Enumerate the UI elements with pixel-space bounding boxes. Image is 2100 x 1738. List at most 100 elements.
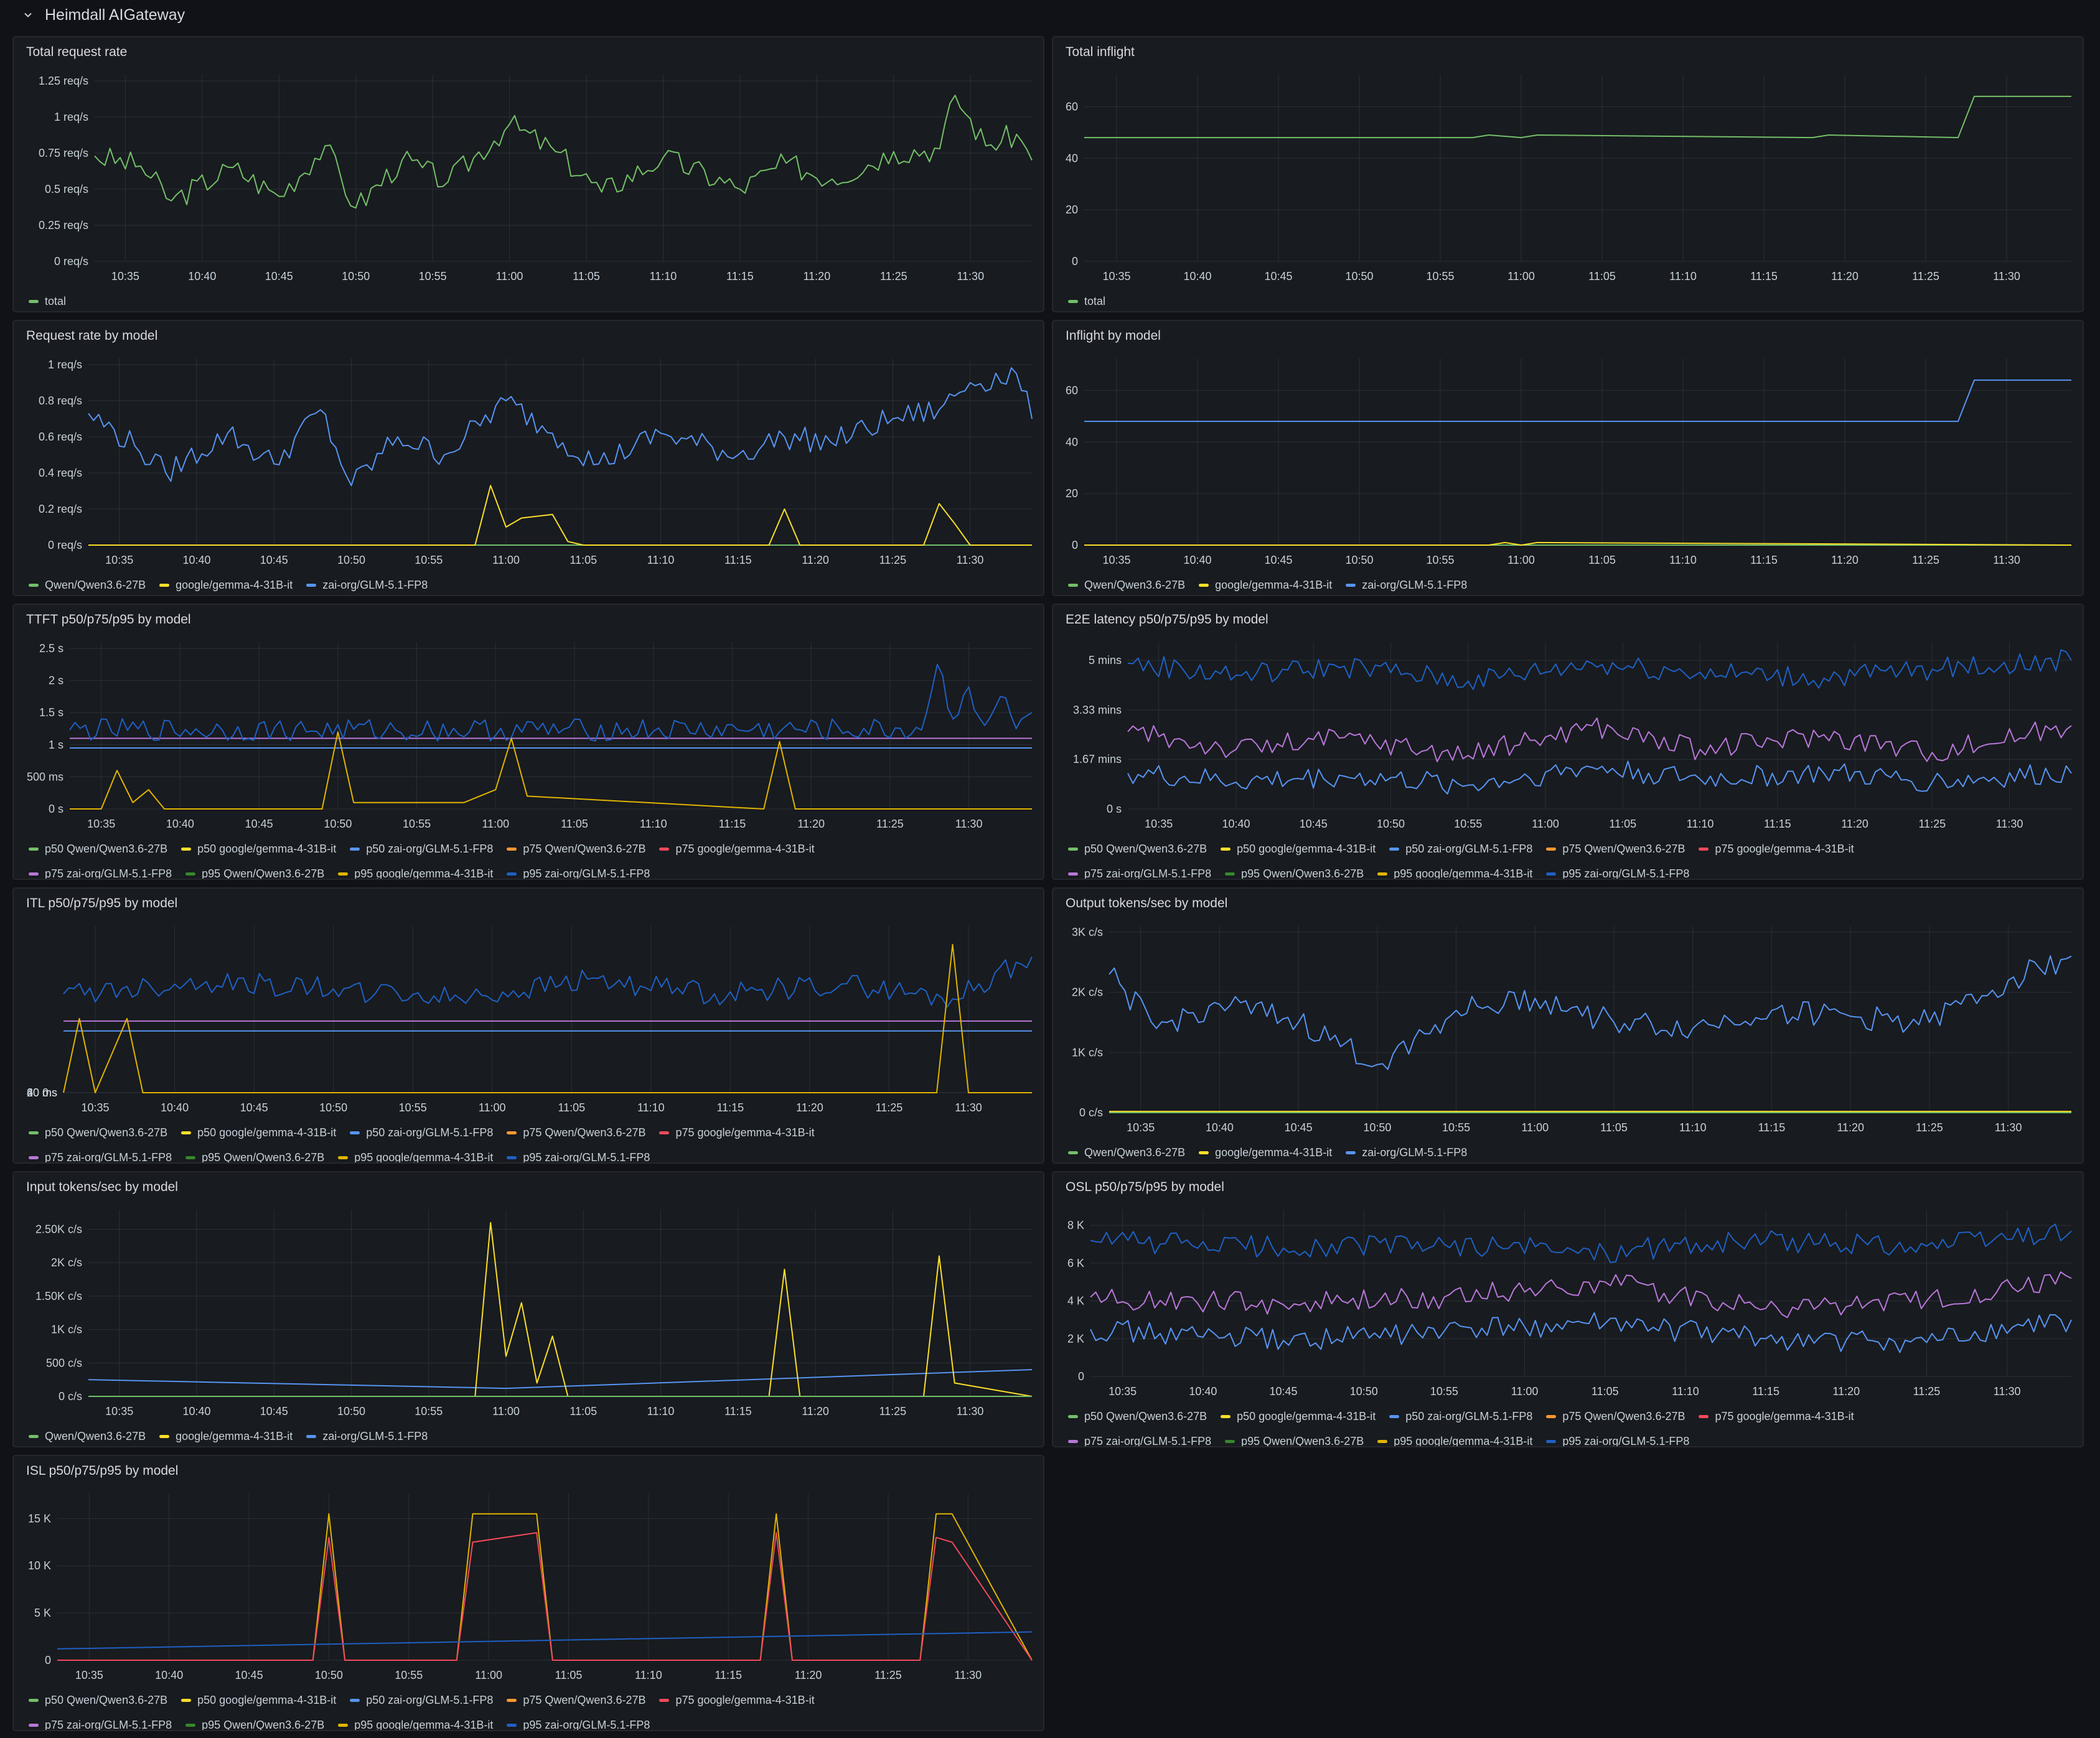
series-line-total[interactable] (94, 95, 1033, 209)
legend-item[interactable]: zai-org/GLM-5.1-FP8 (1339, 1145, 1474, 1160)
panel-request-rate-by-model[interactable]: Request rate by model 0 req/s 0.2 req/s 0.4… (12, 320, 1044, 596)
legend-item[interactable]: p95 google/gemma-4-31B-it (1371, 1434, 1540, 1446)
legend-item[interactable]: p95 google/gemma-4-31B-it (332, 1717, 500, 1730)
series-line-p75-glm[interactable] (1090, 1271, 2072, 1319)
legend-item[interactable]: Qwen/Qwen3.6-27B (22, 1429, 153, 1444)
panel-itl[interactable]: ITL p50/p75/p95 by model 0 s 20 ms 40 ms 60 … (12, 887, 1044, 1164)
series-line-gemma[interactable] (88, 485, 1032, 546)
legend-item[interactable]: p95 Qwen/Qwen3.6-27B (1219, 1434, 1371, 1446)
legend-item[interactable]: p95 zai-org/GLM-5.1-FP8 (1540, 1434, 1697, 1446)
panel-total-inflight[interactable]: Total inflight 0 20 40 60 10:35 10:40 10:45 10:5… (1052, 36, 2084, 312)
legend-item[interactable]: p50 google/gemma-4-31B-it (175, 841, 344, 856)
series-line-glm[interactable] (88, 1369, 1033, 1390)
legend-item[interactable]: p50 zai-org/GLM-5.1-FP8 (344, 1693, 500, 1708)
legend-item[interactable]: p50 Qwen/Qwen3.6-27B (1062, 1409, 1214, 1424)
legend-item[interactable]: p75 Qwen/Qwen3.6-27B (1540, 1409, 1692, 1424)
legend-item[interactable]: google/gemma-4-31B-it (153, 577, 300, 592)
series-line-p95-gemma[interactable] (70, 731, 1032, 810)
series-line-p95-gemma[interactable] (63, 943, 1032, 1093)
panel-isl[interactable]: ISL p50/p75/p95 by model 0 5 K 10 K 15 K 10:3… (12, 1455, 1044, 1731)
series-line-glm[interactable] (88, 367, 1033, 487)
legend-item[interactable]: p95 google/gemma-4-31B-it (332, 866, 500, 879)
series-line-total[interactable] (1084, 95, 2071, 139)
legend-item[interactable]: total (1062, 294, 1113, 309)
legend-item[interactable]: p95 Qwen/Qwen3.6-27B (179, 1717, 332, 1730)
legend-item[interactable]: p50 Qwen/Qwen3.6-27B (22, 1125, 175, 1140)
chart-plot[interactable]: 0 c/s 500 c/s 1K c/s 1.50K c/s 2K c/s 2.50K c… (14, 1172, 1044, 1421)
legend-item[interactable]: Qwen/Qwen3.6-27B (1062, 1145, 1193, 1160)
legend-item[interactable]: Qwen/Qwen3.6-27B (22, 577, 153, 592)
legend-item[interactable]: google/gemma-4-31B-it (1193, 1145, 1339, 1160)
legend-item[interactable]: google/gemma-4-31B-it (1193, 577, 1339, 592)
legend-item[interactable]: zai-org/GLM-5.1-FP8 (300, 1429, 435, 1444)
legend-item[interactable]: p75 google/gemma-4-31B-it (653, 1693, 822, 1708)
chart-plot[interactable]: 0 req/s 0.2 req/s 0.4 req/s 0.6 req/s 0.8 re… (14, 321, 1044, 570)
legend-item[interactable]: p95 Qwen/Qwen3.6-27B (179, 866, 332, 879)
legend-item[interactable]: p75 zai-org/GLM-5.1-FP8 (1062, 866, 1219, 879)
series-line-p75-glm[interactable] (1127, 717, 2072, 762)
series-line-glm[interactable] (1109, 955, 2072, 1070)
legend-item[interactable]: p95 Qwen/Qwen3.6-27B (179, 1150, 332, 1162)
legend-item[interactable]: p95 zai-org/GLM-5.1-FP8 (500, 866, 657, 879)
legend-item[interactable]: p50 google/gemma-4-31B-it (1214, 841, 1383, 856)
panel-osl[interactable]: OSL p50/p75/p95 by model 0 2 K 4 K 6 K 8 K 10:… (1052, 1171, 2084, 1447)
legend-item[interactable]: p75 zai-org/GLM-5.1-FP8 (22, 1717, 179, 1730)
series-line-gemma[interactable] (1084, 541, 2072, 546)
chart-plot[interactable]: 0 5 K 10 K 15 K 10:35 10:40 10:45 10:50 10:55 11:… (14, 1456, 1044, 1685)
legend-item[interactable]: p50 google/gemma-4-31B-it (175, 1693, 344, 1708)
series-line-p50-glm[interactable] (1127, 760, 2072, 795)
legend-item[interactable]: p95 google/gemma-4-31B-it (332, 1150, 500, 1162)
legend-item[interactable]: zai-org/GLM-5.1-FP8 (300, 577, 435, 592)
legend-item[interactable]: p75 google/gemma-4-31B-it (653, 1125, 822, 1140)
dashboard-row-header[interactable]: Heimdall AIGateway (0, 0, 2100, 30)
chart-plot[interactable]: 0 20 40 60 10:35 10:40 10:45 10:50 10:55 11:00 11:… (1053, 37, 2084, 286)
legend-item[interactable]: total (22, 294, 73, 309)
legend-item[interactable]: google/gemma-4-31B-it (153, 1429, 300, 1444)
legend-item[interactable]: p95 Qwen/Qwen3.6-27B (1219, 866, 1371, 879)
legend-item[interactable]: p75 zai-org/GLM-5.1-FP8 (22, 1150, 179, 1162)
legend-item[interactable]: p75 google/gemma-4-31B-it (1692, 841, 1861, 856)
series-line-p95-glm[interactable] (69, 663, 1033, 742)
series-line-p50-glm[interactable] (1090, 1312, 2072, 1353)
legend-item[interactable]: p95 google/gemma-4-31B-it (1371, 866, 1540, 879)
panel-inflight-by-model[interactable]: Inflight by model 0 20 40 60 10:35 10:40 10:45 1… (1052, 320, 2084, 596)
legend-item[interactable]: Qwen/Qwen3.6-27B (1062, 577, 1193, 592)
legend-item[interactable]: p50 zai-org/GLM-5.1-FP8 (344, 1125, 500, 1140)
legend-item[interactable]: p50 Qwen/Qwen3.6-27B (22, 841, 175, 856)
series-line-p95-glm[interactable] (63, 956, 1033, 1008)
series-line-p95-glm[interactable] (57, 1631, 1033, 1650)
legend-item[interactable]: p75 zai-org/GLM-5.1-FP8 (22, 866, 179, 879)
legend-item[interactable]: p75 Qwen/Qwen3.6-27B (500, 1125, 653, 1140)
chevron-down-icon[interactable] (20, 7, 36, 23)
panel-total-request-rate[interactable]: Total request rate 0 req/s 0.25 req/s 0.5 r… (12, 36, 1044, 312)
legend-item[interactable]: p95 zai-org/GLM-5.1-FP8 (500, 1150, 657, 1162)
legend-item[interactable]: p75 Qwen/Qwen3.6-27B (500, 1693, 653, 1708)
legend-item[interactable]: p95 zai-org/GLM-5.1-FP8 (1540, 866, 1697, 879)
panel-ttft[interactable]: TTFT p50/p75/p95 by model 0 s 500 ms 1 s 1.5… (12, 604, 1044, 880)
series-line-gemma[interactable] (88, 1222, 1033, 1397)
series-line-p95-gemma[interactable] (57, 1513, 1033, 1661)
legend-item[interactable]: p50 Qwen/Qwen3.6-27B (1062, 841, 1214, 856)
panel-output-tps[interactable]: Output tokens/sec by model 0 c/s 1K c/s 2K … (1052, 887, 2084, 1164)
series-line-p95-glm[interactable] (1090, 1223, 2072, 1263)
chart-plot[interactable]: 0 req/s 0.25 req/s 0.5 req/s 0.75 req/s 1 re… (14, 37, 1044, 286)
legend-item[interactable]: p50 zai-org/GLM-5.1-FP8 (1383, 841, 1540, 856)
legend-item[interactable]: p50 google/gemma-4-31B-it (1214, 1409, 1383, 1424)
series-line-glm[interactable] (1084, 379, 2071, 423)
legend-item[interactable]: p50 Qwen/Qwen3.6-27B (22, 1693, 175, 1708)
chart-plot[interactable]: 0 c/s 1K c/s 2K c/s 3K c/s 10:35 10:40 10:45 10… (1053, 889, 2084, 1138)
chart-plot[interactable]: 0 2 K 4 K 6 K 8 K 10:35 10:40 10:45 10:50 10:55 11… (1053, 1172, 2084, 1401)
legend-item[interactable]: p75 zai-org/GLM-5.1-FP8 (1062, 1434, 1219, 1446)
panel-input-tps[interactable]: Input tokens/sec by model 0 c/s 500 c/s 1K … (12, 1171, 1044, 1447)
legend-item[interactable]: p50 google/gemma-4-31B-it (175, 1125, 344, 1140)
panel-e2e[interactable]: E2E latency p50/p75/p95 by model 0 s 1.67 … (1052, 604, 2084, 880)
chart-plot[interactable]: 0 s 1.67 mins 3.33 mins 5 mins 10:35 10:40 10:… (1053, 605, 2084, 834)
legend-item[interactable]: p50 zai-org/GLM-5.1-FP8 (344, 841, 500, 856)
chart-plot[interactable]: 0 s 500 ms 1 s 1.5 s 2 s 2.5 s 10:35 10:40 10:45… (14, 605, 1044, 834)
legend-item[interactable]: p75 google/gemma-4-31B-it (653, 841, 822, 856)
legend-item[interactable]: p95 zai-org/GLM-5.1-FP8 (500, 1717, 657, 1730)
series-line-p95-glm[interactable] (1127, 649, 2072, 690)
legend-item[interactable]: p75 Qwen/Qwen3.6-27B (500, 841, 653, 856)
legend-item[interactable]: p75 google/gemma-4-31B-it (1692, 1409, 1861, 1424)
